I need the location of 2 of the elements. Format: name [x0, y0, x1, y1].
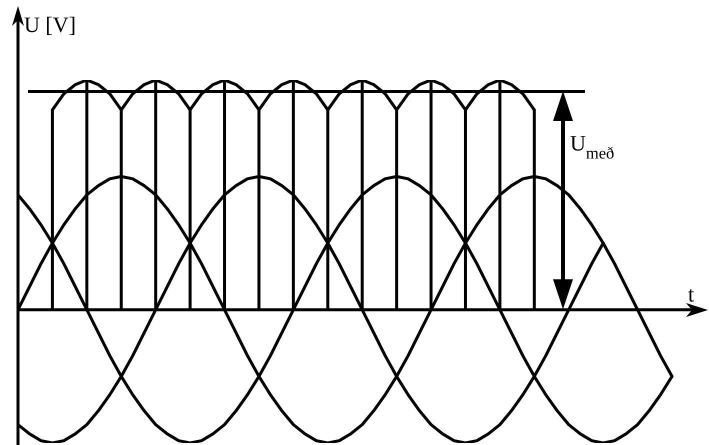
y-axis-title: U [V]	[24, 12, 76, 37]
x-axis-title: t	[688, 282, 694, 307]
